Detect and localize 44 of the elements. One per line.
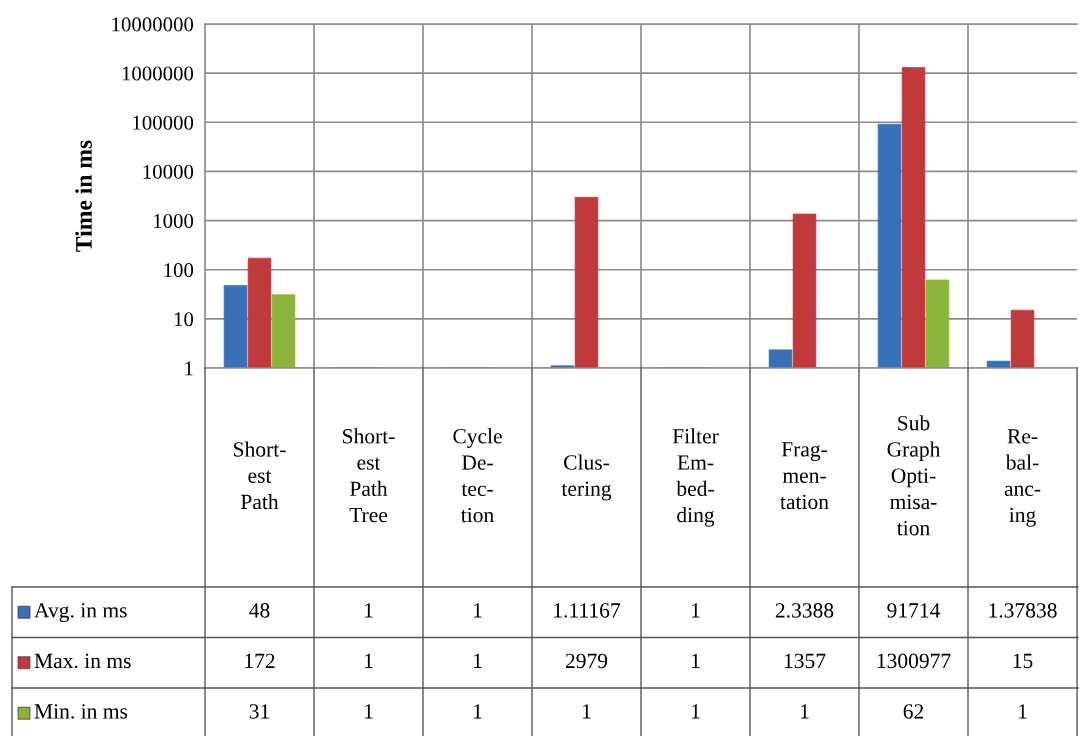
data-label: 1.11167 xyxy=(554,603,621,618)
data-label: 2979 xyxy=(565,653,608,669)
y-tick-label: 10000000 xyxy=(112,17,194,32)
y-tick-label: 10 xyxy=(174,312,194,327)
data-label: 1 xyxy=(692,653,700,668)
legend-label: Avg. in ms xyxy=(34,603,127,623)
x-tick-label: Sub Graph Opti- misa- tion xyxy=(887,415,941,536)
x-tick-label: Short- est Path xyxy=(234,441,286,510)
data-label: 1 xyxy=(1019,704,1027,719)
data-label: 1 xyxy=(365,603,373,618)
data-label: 1.37838 xyxy=(989,603,1057,618)
data-label: 31 xyxy=(249,704,269,719)
data-label: 1 xyxy=(365,704,373,719)
legend-label: Max. in ms xyxy=(34,653,131,669)
data-label: 1300977 xyxy=(877,653,951,669)
x-tick-label: Frag- men- tation xyxy=(780,442,829,510)
x-tick-label: Filter Em- bed- ding xyxy=(672,428,719,527)
y-tick-label: 100000 xyxy=(133,115,194,130)
x-tick-label: Clus- tering xyxy=(561,454,612,501)
data-label: 2.3388 xyxy=(775,603,834,618)
data-label: 1 xyxy=(801,704,809,719)
legend-label: Min. in ms xyxy=(34,704,128,719)
y-tick-label: 100 xyxy=(164,263,194,278)
data-label: 1 xyxy=(692,603,700,618)
data-label: 1 xyxy=(583,704,591,719)
data-label: 48 xyxy=(249,603,270,618)
data-label: 62 xyxy=(903,704,924,719)
data-label: 1 xyxy=(474,704,482,719)
x-tick-label: Re- bal- anc- ing xyxy=(1004,429,1041,527)
y-axis-title: Time in ms xyxy=(75,140,92,252)
data-label: 1 xyxy=(474,603,482,618)
y-tick-label: 1 xyxy=(185,361,193,376)
data-label: 91714 xyxy=(887,603,941,618)
x-tick-label: Short- est Path Tree xyxy=(343,428,395,523)
data-label: 1 xyxy=(365,653,373,668)
data-label: 15 xyxy=(1013,653,1033,669)
y-tick-label: 1000 xyxy=(154,213,194,228)
y-tick-label: 1000000 xyxy=(122,66,194,81)
data-label: 1 xyxy=(692,704,700,719)
data-label: 1357 xyxy=(784,653,826,669)
data-label: 172 xyxy=(245,653,275,668)
x-tick-label: Cycle De- tec- tion xyxy=(453,428,502,523)
data-label: 1 xyxy=(474,653,482,668)
y-tick-label: 10000 xyxy=(143,164,194,179)
